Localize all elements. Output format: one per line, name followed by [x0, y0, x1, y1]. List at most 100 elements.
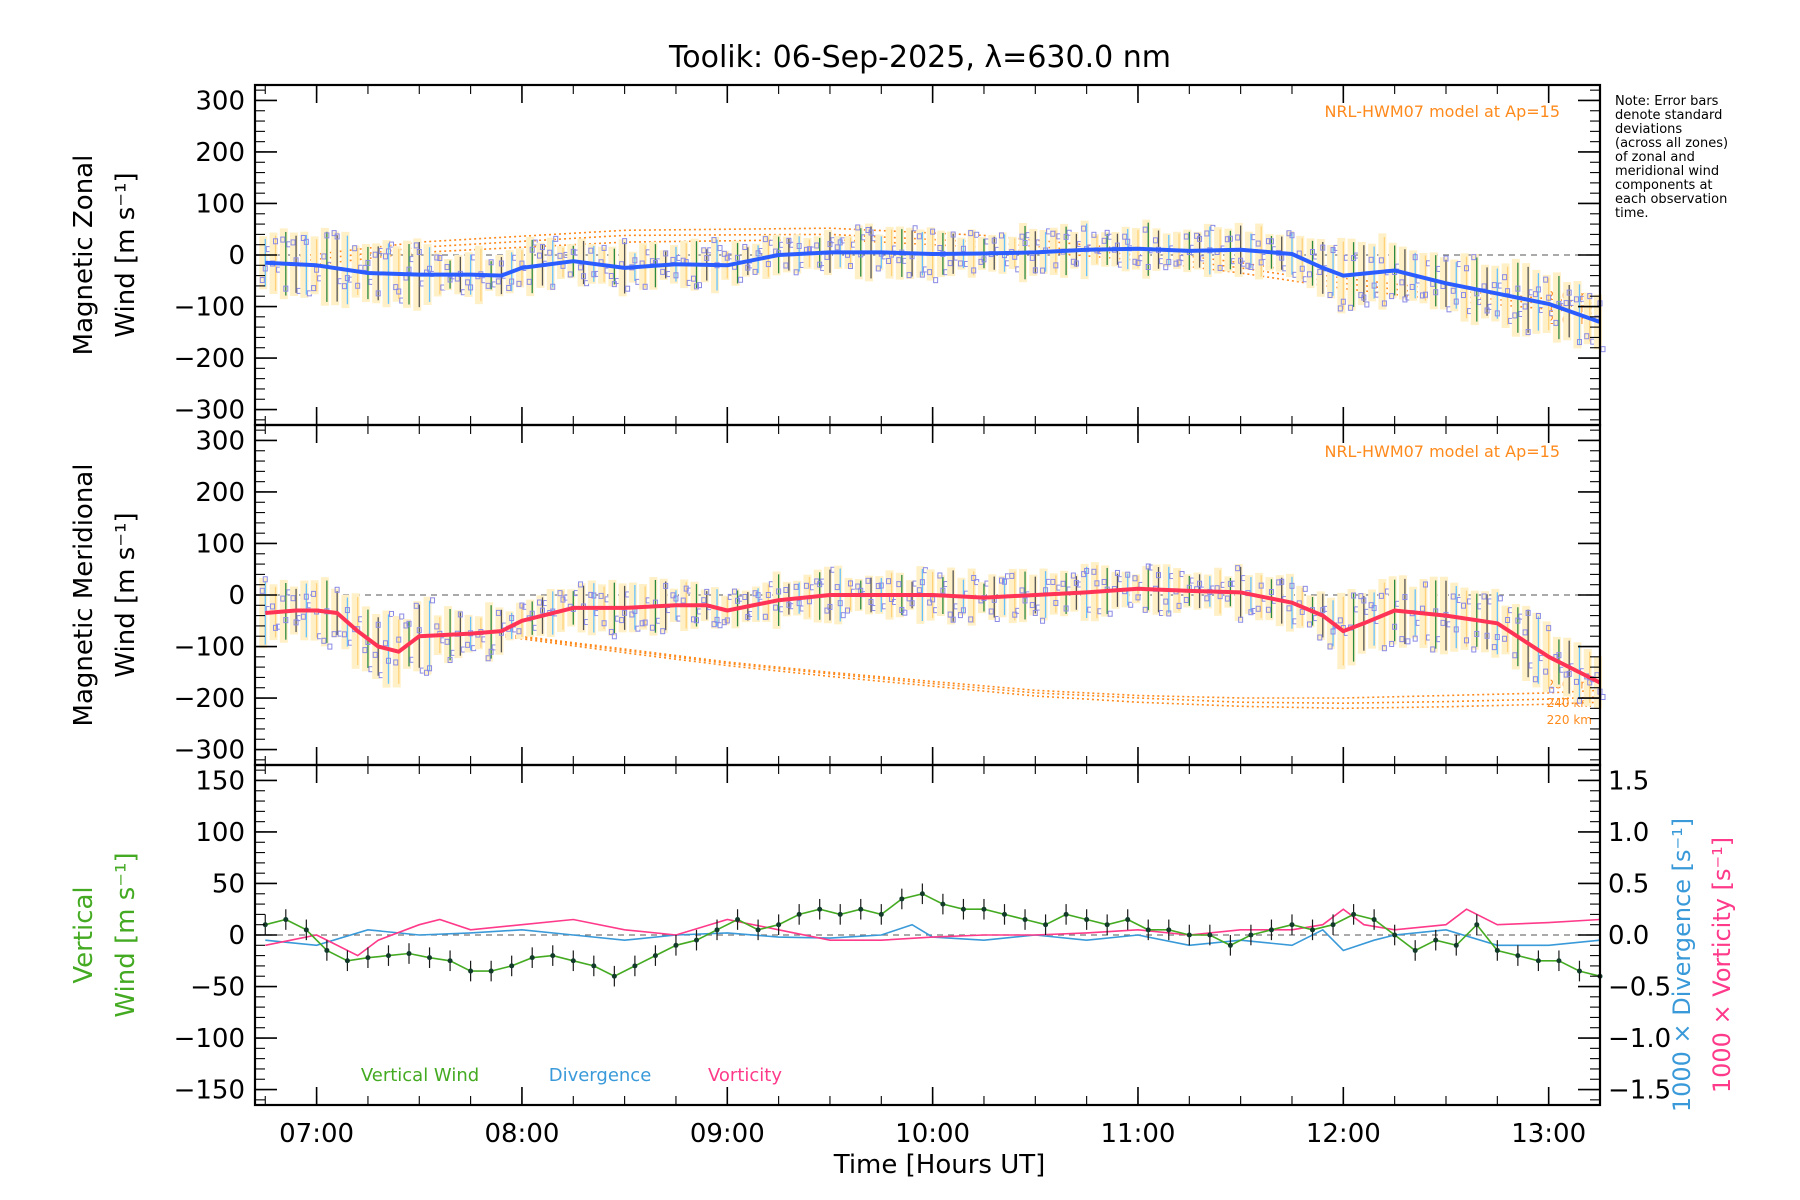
x-axis-label: Time [Hours UT] — [833, 1150, 1046, 1180]
zone-wind-sample — [1433, 289, 1439, 296]
zone-wind-sample — [711, 237, 717, 244]
zone-wind-sample — [916, 233, 922, 240]
vertical-wind-point — [776, 922, 782, 928]
zone-wind-sample — [1166, 258, 1172, 265]
zone-wind-sample — [1330, 628, 1336, 635]
zone-wind-sample — [663, 250, 669, 257]
zone-wind-sample — [690, 275, 696, 282]
zone-wind-sample — [933, 277, 939, 284]
vertical-wind-point — [673, 942, 679, 948]
zone-wind-sample — [683, 585, 689, 592]
zone-wind-sample — [1091, 568, 1097, 575]
y2-tick-label: 1.5 — [1608, 766, 1649, 796]
zone-wind-sample — [981, 256, 987, 263]
vertical-wind-point — [1515, 953, 1521, 959]
zone-wind-sample — [690, 616, 696, 623]
zone-wind-sample — [1553, 319, 1559, 326]
vertical-wind-point — [693, 937, 699, 943]
zone-wind-sample — [1502, 274, 1508, 281]
zone-wind-sample — [1153, 237, 1159, 244]
zone-wind-sample — [742, 593, 748, 600]
zone-wind-sample — [1299, 608, 1305, 615]
zone-wind-sample — [793, 269, 799, 276]
zone-wind-sample — [341, 283, 347, 290]
zone-wind-sample — [1255, 605, 1261, 612]
zone-wind-sample — [827, 241, 833, 248]
zone-wind-sample — [1532, 676, 1538, 683]
zone-wind-sample — [868, 598, 874, 605]
zone-wind-sample — [937, 245, 943, 252]
vertical-wind-point — [755, 927, 761, 933]
zone-wind-sample — [999, 577, 1005, 584]
zone-wind-sample — [416, 627, 422, 634]
zone-wind-sample — [1419, 605, 1425, 612]
model-curve-260km — [470, 630, 1601, 699]
zone-wind-sample — [1258, 582, 1264, 589]
vertical-wind-point — [509, 963, 515, 969]
zone-wind-sample — [1409, 283, 1415, 290]
zone-wind-sample — [991, 237, 997, 244]
vertical-wind-point — [1474, 922, 1480, 928]
zone-wind-sample — [465, 641, 471, 648]
zone-wind-sample — [1317, 268, 1323, 275]
zone-wind-sample — [783, 262, 789, 269]
zone-wind-sample — [1512, 312, 1518, 319]
zone-wind-sample — [1402, 296, 1408, 303]
zone-wind-sample — [403, 622, 409, 629]
zone-wind-sample — [293, 619, 299, 626]
zone-wind-sample — [1163, 598, 1169, 605]
zone-wind-sample — [1063, 605, 1069, 612]
zone-wind-sample — [971, 267, 977, 274]
zone-wind-sample — [999, 232, 1005, 239]
zone-wind-sample — [570, 248, 576, 255]
zone-wind-sample — [413, 242, 419, 249]
y-tick-label: −100 — [174, 1024, 245, 1054]
x-tick-label: 13:00 — [1511, 1119, 1586, 1149]
zone-wind-sample — [1525, 609, 1531, 616]
zone-wind-sample — [1302, 585, 1308, 592]
zone-wind-sample — [1040, 267, 1046, 274]
zone-wind-sample — [355, 282, 361, 289]
zone-wind-sample — [270, 603, 276, 610]
zone-wind-sample — [341, 631, 347, 638]
zone-wind-sample — [1012, 611, 1018, 618]
zone-wind-sample — [1173, 260, 1179, 267]
zone-wind-sample — [447, 656, 453, 663]
zone-wind-sample — [1084, 567, 1090, 574]
zone-wind-sample — [1443, 255, 1449, 262]
zone-wind-sample — [663, 582, 669, 589]
zone-wind-sample — [971, 574, 977, 581]
zone-wind-sample — [1176, 259, 1182, 266]
zone-wind-sample — [1573, 678, 1579, 685]
zone-wind-sample — [1381, 645, 1387, 652]
zone-wind-sample — [670, 592, 676, 599]
zone-wind-sample — [283, 285, 289, 292]
vertical-wind-point — [611, 973, 617, 979]
zone-wind-sample — [303, 593, 309, 600]
zone-wind-sample — [814, 242, 820, 249]
zone-wind-sample — [611, 281, 617, 288]
zone-wind-sample — [1163, 264, 1169, 271]
zone-wind-sample — [488, 259, 494, 266]
vertical-wind-point — [960, 906, 966, 912]
zone-wind-sample — [1361, 294, 1367, 301]
zone-wind-sample — [704, 588, 710, 595]
zone-wind-sample — [300, 234, 306, 241]
zone-wind-sample — [1364, 301, 1370, 308]
zone-wind-sample — [1299, 265, 1305, 272]
zone-wind-sample — [619, 617, 625, 624]
zone-wind-sample — [1128, 601, 1134, 608]
zone-wind-sample — [375, 290, 381, 297]
legend-entry: Vorticity — [708, 1065, 782, 1086]
zone-wind-sample — [280, 595, 286, 602]
vertical-wind-point — [427, 955, 433, 961]
vertical-wind-point — [550, 953, 556, 959]
zone-wind-sample — [1227, 235, 1233, 242]
zone-wind-sample — [509, 278, 515, 285]
zone-wind-sample — [427, 265, 433, 272]
zone-wind-sample — [896, 257, 902, 264]
zone-wind-sample — [362, 647, 368, 654]
y-tick-label: 100 — [195, 529, 245, 559]
zone-wind-sample — [793, 583, 799, 590]
